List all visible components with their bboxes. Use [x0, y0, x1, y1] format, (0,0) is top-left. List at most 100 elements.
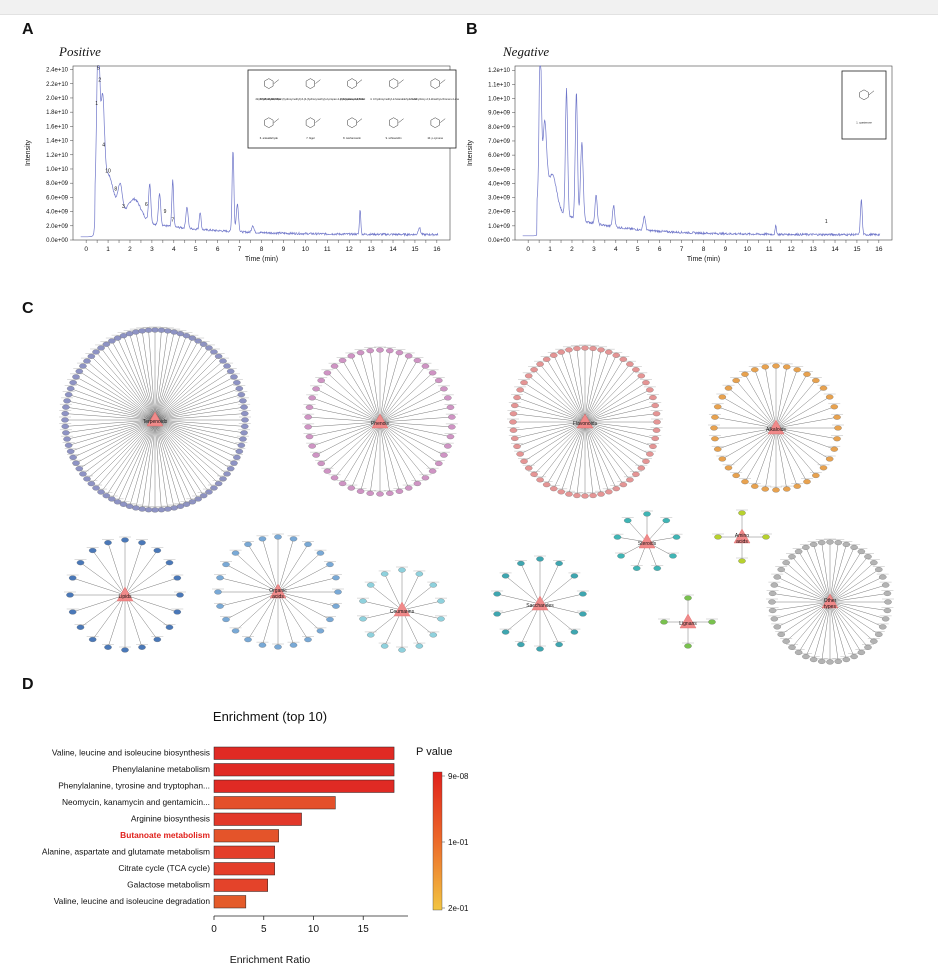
network-edge: [321, 421, 381, 464]
compound-node: [812, 377, 820, 384]
x-axis-label: Enrichment Ratio: [230, 954, 311, 966]
network-edge: [379, 397, 448, 423]
compound-node: [323, 370, 332, 376]
compound-node: [241, 423, 249, 429]
compound-node: [524, 373, 533, 379]
compound-node: [708, 619, 716, 625]
y-tick-label: 4.0e+09: [46, 210, 69, 216]
x-tick-label: 6: [658, 246, 662, 253]
network-edge: [728, 427, 777, 469]
network-edge: [754, 427, 777, 487]
network-edge: [370, 584, 403, 611]
x-tick-label: 0: [84, 246, 88, 253]
compound-node: [66, 592, 74, 598]
network-edge: [154, 419, 210, 493]
compound-node: [79, 363, 87, 369]
compound-node: [359, 616, 367, 622]
compound-node: [732, 472, 740, 479]
network-edge: [154, 365, 228, 421]
network-edge: [379, 421, 439, 464]
network-edge: [513, 413, 586, 423]
compound-node: [317, 460, 325, 467]
compound-label: 1. 3-hydroxyestrolide: [257, 97, 282, 101]
compound-node: [205, 345, 213, 351]
compound-label: 7. bigel: [306, 136, 315, 140]
compound-node: [632, 367, 640, 373]
network-edge: [277, 591, 294, 646]
network-edge: [315, 388, 381, 423]
compound-node: [68, 609, 77, 615]
compound-node: [121, 537, 129, 543]
network-edge: [154, 371, 231, 421]
network-edge: [514, 405, 586, 423]
network-edge: [154, 419, 204, 496]
network-edge: [154, 338, 193, 421]
network-edge: [513, 421, 586, 431]
network-edge: [514, 421, 586, 439]
compound-node: [157, 327, 166, 333]
compound-node: [493, 591, 501, 597]
network-edge: [111, 419, 156, 500]
network-edge: [65, 406, 156, 421]
compound-label: 10. p-cymene: [427, 136, 443, 140]
compound-node: [223, 363, 231, 369]
compound-node: [501, 573, 510, 579]
network-edge: [379, 421, 452, 428]
network-edge: [154, 419, 169, 510]
network-edge: [154, 419, 162, 510]
network-edge: [584, 359, 624, 423]
network-edge: [117, 419, 156, 502]
network-edge: [775, 427, 835, 450]
top-bar: [0, 0, 938, 15]
class-label: Alkaloids: [766, 427, 787, 433]
compound-node: [772, 363, 780, 369]
compound-node: [151, 327, 159, 333]
compound-node: [783, 486, 791, 492]
compound-node: [239, 398, 247, 404]
compound-node: [768, 607, 777, 614]
network-edge: [798, 601, 831, 653]
network-edge: [129, 419, 156, 507]
x-tick-label: 12: [346, 246, 354, 253]
compound-node: [573, 345, 581, 352]
compound-node: [777, 631, 785, 637]
x-tick-label: 8: [702, 246, 706, 253]
network-edge: [351, 355, 381, 423]
network-edge: [584, 421, 647, 462]
compound-node: [830, 404, 839, 410]
class-hub: [733, 528, 751, 544]
compound-node: [570, 573, 579, 579]
y-tick-label: 8.0e+09: [46, 181, 69, 187]
compound-node: [653, 565, 662, 571]
compound-node: [762, 534, 770, 540]
compound-node: [573, 492, 581, 499]
network-edge: [505, 575, 541, 605]
network-edge: [154, 330, 162, 421]
compound-node: [356, 488, 365, 494]
compound-node: [347, 353, 356, 359]
compound-node: [542, 356, 551, 362]
molecule-ring: [859, 89, 869, 101]
x-tick-label: 3: [592, 246, 596, 253]
network-edge: [154, 419, 175, 508]
network-edge: [154, 413, 245, 421]
network-edge: [497, 593, 541, 605]
compound-node: [879, 624, 887, 630]
network-edge: [379, 421, 451, 437]
compound-node: [741, 479, 749, 485]
network-edge: [714, 427, 777, 439]
compound-node: [138, 644, 146, 650]
network-edge: [829, 576, 883, 603]
network-edge: [520, 603, 541, 645]
molecule-bond: [440, 118, 446, 123]
category-label: Citrate cycle (TCA cycle): [118, 863, 210, 873]
class-hub: [638, 533, 656, 549]
compound-node: [565, 347, 573, 353]
network-edge: [829, 544, 847, 603]
network-edge: [781, 569, 831, 603]
network-edge: [829, 601, 886, 620]
compound-node: [226, 466, 235, 472]
network-edge: [617, 536, 648, 543]
compound-node: [304, 424, 312, 430]
compound-node: [323, 468, 332, 474]
